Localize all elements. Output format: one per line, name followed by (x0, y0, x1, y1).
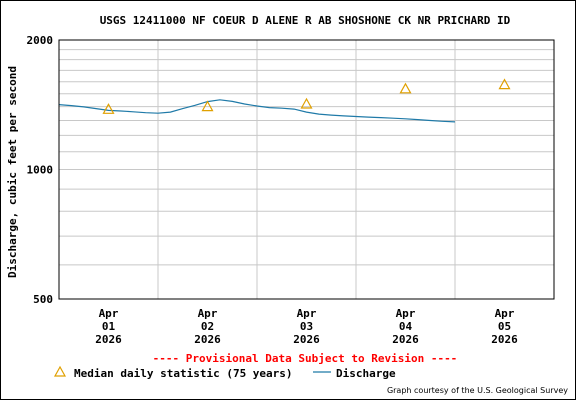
grid-lines (59, 40, 554, 299)
y-tick-label: 2000 (27, 34, 54, 47)
x-tick-label: Apr (198, 307, 218, 320)
x-tick-labels: Apr012026Apr022026Apr032026Apr042026Apr0… (95, 307, 518, 346)
x-tick-label: 04 (399, 320, 413, 333)
legend-discharge-label: Discharge (336, 367, 396, 380)
chart-title: USGS 12411000 NF COEUR D ALENE R AB SHOS… (100, 14, 511, 27)
median-marker (498, 78, 511, 90)
x-tick-label: 2026 (95, 333, 122, 346)
legend-median-label: Median daily statistic (75 years) (74, 367, 293, 380)
median-marker (201, 100, 214, 112)
x-tick-label: 2026 (491, 333, 518, 346)
credit-text: Graph courtesy of the U.S. Geological Su… (387, 386, 568, 395)
median-markers (102, 78, 511, 114)
x-tick-label: Apr (396, 307, 416, 320)
x-tick-label: 05 (498, 320, 511, 333)
y-tick-label: 500 (33, 293, 53, 306)
x-tick-label: 03 (300, 320, 313, 333)
legend-median-marker (53, 365, 67, 377)
plot-area (58, 39, 555, 300)
y-tick-labels: 500 1000 2000 (27, 34, 54, 306)
median-marker (102, 103, 115, 114)
median-marker (300, 97, 313, 109)
x-tick-label: Apr (495, 307, 515, 320)
y-tick-label: 1000 (27, 164, 54, 177)
y-axis-label: Discharge, cubic feet per second (6, 66, 19, 278)
x-tick-label: 2026 (194, 333, 221, 346)
legend: Median daily statistic (75 years) Discha… (53, 365, 396, 380)
provisional-notice: ---- Provisional Data Subject to Revisio… (153, 352, 458, 365)
x-tick-label: Apr (297, 307, 317, 320)
x-tick-label: 2026 (392, 333, 419, 346)
median-marker (399, 82, 412, 94)
discharge-series-line (58, 99, 456, 123)
x-tick-label: 01 (102, 320, 116, 333)
x-tick-label: Apr (99, 307, 119, 320)
x-tick-label: 02 (201, 320, 214, 333)
x-tick-label: 2026 (293, 333, 320, 346)
